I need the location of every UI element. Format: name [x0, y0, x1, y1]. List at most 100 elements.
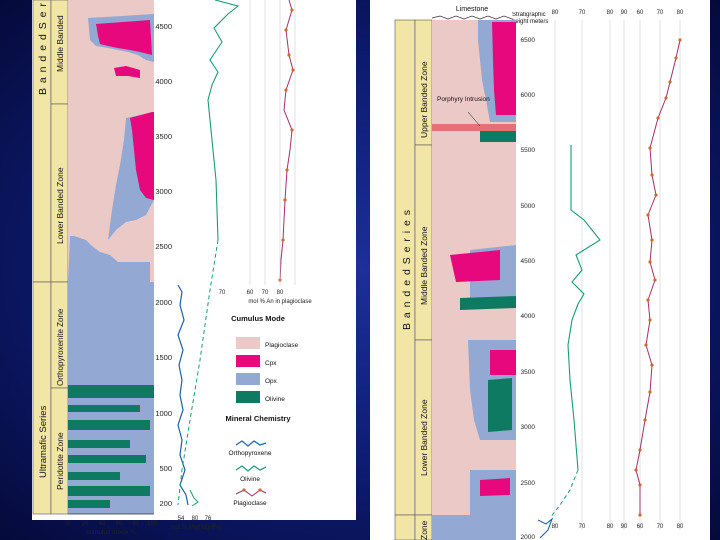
- left-cumulus-mode-plot: [68, 0, 154, 514]
- left-mg-tick-1: 54: [178, 516, 185, 522]
- right-limestone-label: Limestone: [456, 6, 488, 13]
- left-cumulus-tick-100: 100: [147, 521, 158, 527]
- left-cumulus-axis-label: cumulus mode %: [86, 529, 136, 536]
- left-an-tick-1: 70: [219, 290, 226, 296]
- legend-label-plagioclase-chem: Plagioclase: [233, 500, 267, 507]
- right-bottom-axis-tick: 90: [621, 524, 628, 530]
- right-strat-label: Stratigraphic height meters: [512, 12, 549, 25]
- left-cpx-area-top: [96, 20, 152, 55]
- legend-label-opx: Opx: [265, 378, 278, 385]
- left-mg-axis-label: mol % Mg/(Mg+Fe): [170, 525, 221, 531]
- legend-line-orthopyroxene: [235, 440, 267, 447]
- right-opx-area-bottom: [432, 515, 516, 540]
- left-cumulus-tick-60: 60: [116, 521, 123, 527]
- left-height-tick-2500: 2500: [155, 242, 172, 251]
- left-plag-dot: [285, 168, 289, 172]
- right-porphyry-band: [432, 124, 516, 131]
- right-orthopyroxene-line: [537, 517, 554, 539]
- left-olivine-band-8: [68, 500, 110, 508]
- left-plag-dot: [283, 198, 287, 202]
- right-plag-dot: [646, 213, 650, 217]
- legend-label-cpx: Cpx: [265, 360, 277, 367]
- legend-swatch-plagioclase: [236, 337, 260, 349]
- right-plag-dot: [678, 38, 682, 42]
- right-porphyry-label: Porphyry Intrusion: [437, 96, 490, 103]
- legend-swatch-cpx: [236, 355, 260, 367]
- right-top-axis-tick: 90: [621, 10, 628, 16]
- right-plag-dot: [650, 173, 654, 177]
- left-height-tick-3000: 3000: [155, 187, 172, 196]
- right-plag-dot: [654, 193, 658, 197]
- right-top-axis-tick: 80: [677, 10, 684, 16]
- left-olivine-line-dashed: [177, 239, 219, 506]
- right-bottom-axis-tick: 80: [552, 524, 559, 530]
- right-bottom-axis-tick: 70: [579, 524, 586, 530]
- right-olivine-band-mid: [460, 296, 516, 310]
- right-top-axis-tick: 70: [657, 10, 664, 16]
- left-cumulus-tick-80: 80: [133, 521, 140, 527]
- left-orthopyroxene-line: [177, 284, 189, 506]
- right-plag-dot: [650, 238, 654, 242]
- left-olivine-band-1: [68, 385, 154, 398]
- right-porphyry-pointer: [467, 111, 481, 127]
- right-height-tick-6000: 6000: [521, 92, 536, 99]
- left-lower-banded-zone-label: Lower Banded Zone: [55, 167, 65, 244]
- right-olivine-line: [567, 145, 601, 471]
- right-bottom-axis-tick: 80: [607, 524, 614, 530]
- right-height-tick-3500: 3500: [521, 369, 536, 376]
- right-plag-dot: [638, 483, 642, 487]
- right-height-tick-4000: 4000: [521, 313, 536, 320]
- left-an-tick-4: 80: [277, 290, 284, 296]
- right-plag-dot: [653, 278, 657, 282]
- legend-label-plagioclase: Plagioclase: [265, 342, 299, 349]
- left-plag-dot: [290, 128, 294, 132]
- left-an-axis-label: mol % An in plagioclase: [248, 299, 312, 305]
- left-olivine-band-4: [68, 440, 130, 448]
- right-olivine-band-top: [480, 131, 516, 142]
- legend-title-chemistry: Mineral Chemistry: [225, 414, 291, 423]
- right-plag-dot: [648, 260, 652, 264]
- left-height-tick-1000: 1000: [155, 409, 172, 418]
- left-peridotite-zone-label: Peridotite Zone: [55, 432, 65, 490]
- right-cpx-area-top: [492, 22, 516, 115]
- left-plag-dot: [287, 53, 291, 57]
- right-bottom-zone-label: Zone: [419, 520, 429, 540]
- left-olivine-band-3: [68, 420, 150, 430]
- right-top-axis-tick: 60: [637, 10, 644, 16]
- right-height-tick-2500: 2500: [521, 480, 536, 487]
- left-an-tick-3: 70: [262, 290, 269, 296]
- legend-swatch-olivine: [236, 391, 260, 403]
- right-panel: B a n d e d S e r i e s Upper Banded Zon…: [370, 0, 710, 540]
- left-mg-tick-2: 80: [192, 516, 199, 522]
- left-plag-dot: [290, 8, 294, 12]
- right-olivine-band-lower: [488, 378, 512, 432]
- right-bottom-axis-tick: 60: [637, 524, 644, 530]
- right-height-tick-3000: 3000: [521, 424, 536, 431]
- legend-label-olivine: Olivine: [265, 396, 285, 403]
- left-plag-dot: [284, 88, 288, 92]
- right-plag-dot: [634, 468, 638, 472]
- left-height-tick-4500: 4500: [155, 22, 172, 31]
- left-banded-series-label: B a n d e d S e r i e s: [37, 0, 49, 95]
- left-cumulus-tick-20: 20: [82, 521, 89, 527]
- right-plagioclase-dots: [634, 38, 682, 517]
- right-cumulus-mode-plot: [432, 20, 516, 540]
- right-grid-lines: [554, 20, 681, 530]
- legend-dot-plagioclase: [258, 488, 262, 492]
- right-plag-dot: [646, 298, 650, 302]
- right-banded-series-label: B a n d e d S e r i e s: [401, 209, 413, 330]
- legend-label-orthopyroxene: Orthopyroxene: [229, 450, 272, 457]
- left-legend: Cumulus Mode Plagioclase Cpx Opx Olivine…: [225, 314, 298, 507]
- left-orthopyroxenite-zone-label: Orthopyroxenite Zone: [56, 308, 65, 386]
- left-cpx-area-mid: [130, 112, 154, 200]
- right-strat-label-box: Stratigraphic height meters: [512, 12, 549, 25]
- left-olivine-band-7: [68, 486, 150, 496]
- left-an-tick-2: 60: [247, 290, 254, 296]
- right-lower-banded-zone-label: Lower Banded Zone: [419, 399, 429, 476]
- right-plag-dot: [668, 80, 672, 84]
- right-limestone-contact: [431, 15, 513, 20]
- left-height-tick-3500: 3500: [155, 132, 172, 141]
- left-height-tick-1500: 1500: [155, 353, 172, 362]
- right-bottom-axis-tick: 80: [677, 524, 684, 530]
